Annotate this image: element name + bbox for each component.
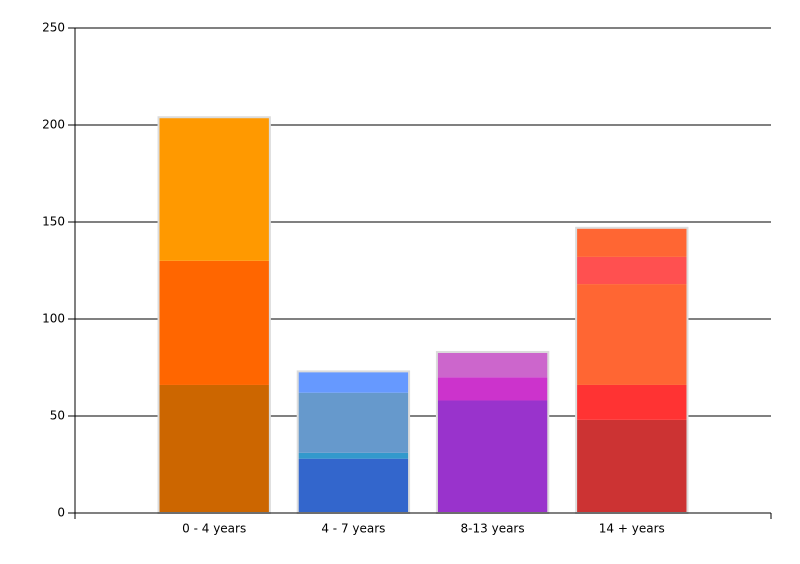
- bar-segment: [436, 400, 549, 513]
- bar-segment: [576, 384, 688, 420]
- x-tick-label: 14 + years: [599, 522, 665, 536]
- bar-segment: [158, 260, 270, 385]
- bar-segment: [297, 458, 410, 513]
- bar-segment: [576, 256, 688, 285]
- bar-segment: [576, 419, 688, 513]
- bar-segment: [297, 392, 410, 453]
- x-tick-label: 4 - 7 years: [321, 522, 385, 536]
- bar-segment: [158, 384, 270, 513]
- bar-segment: [576, 227, 688, 257]
- bar-segment: [297, 452, 410, 459]
- bar-segment: [436, 351, 549, 378]
- y-tick-label: 250: [42, 21, 65, 35]
- bar-segment: [297, 371, 410, 393]
- bar-segment: [158, 117, 270, 261]
- y-tick-label: 50: [50, 409, 65, 423]
- y-tick-label: 200: [42, 118, 65, 132]
- y-tick-label: 150: [42, 215, 65, 229]
- bar-segment: [436, 377, 549, 401]
- x-tick-label: 0 - 4 years: [182, 522, 246, 536]
- x-tick-label: 8-13 years: [461, 522, 525, 536]
- bar-segment: [576, 284, 688, 385]
- y-tick-label: 0: [57, 506, 65, 520]
- y-tick-label: 100: [42, 312, 65, 326]
